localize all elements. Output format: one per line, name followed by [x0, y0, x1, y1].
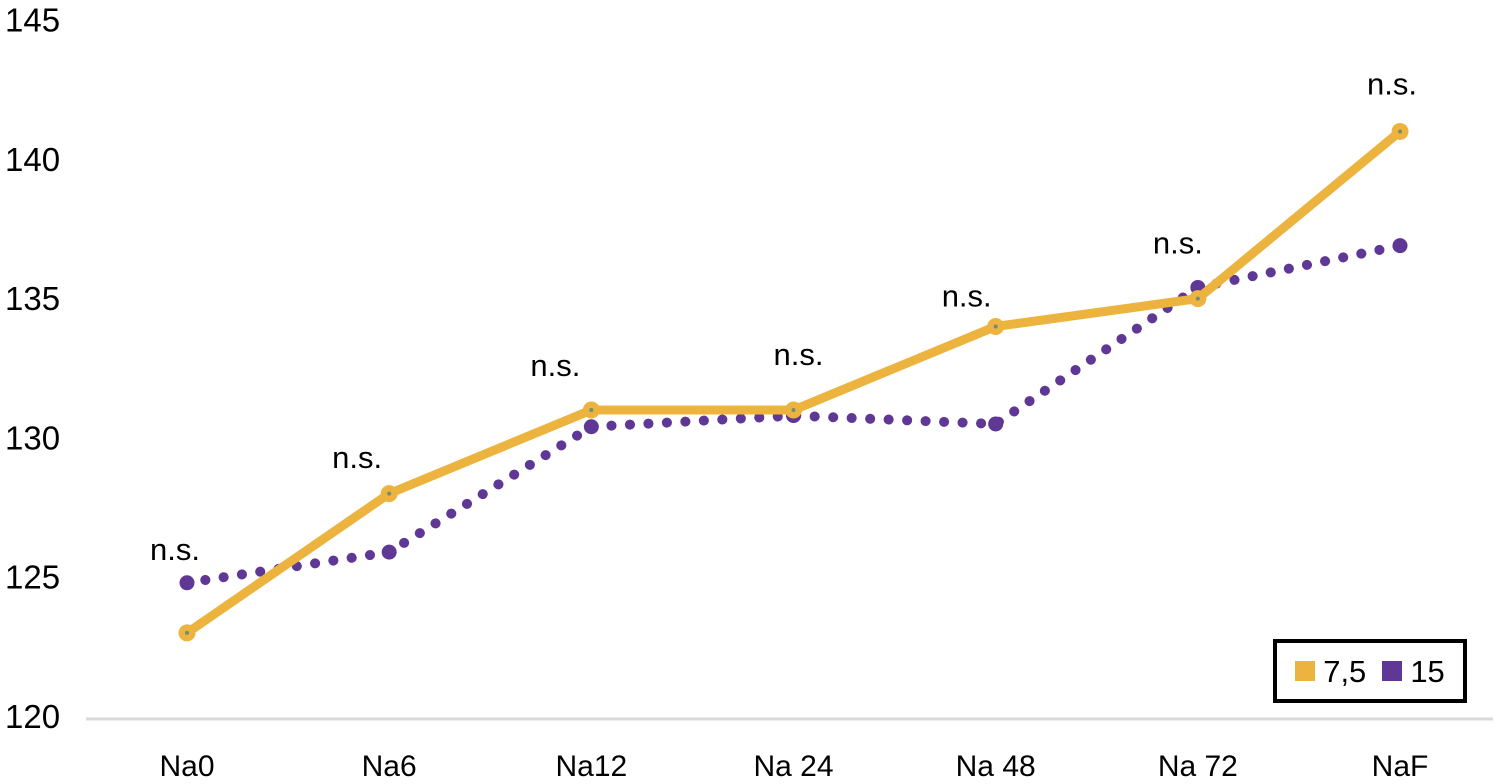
ns-annotation: n.s.	[150, 532, 200, 567]
x-tick-label: Na6	[362, 750, 417, 783]
x-tick-label: Na0	[159, 750, 214, 783]
x-tick-label: Na 72	[1158, 750, 1238, 783]
series-marker-center-dot	[791, 408, 796, 413]
legend-item-7-5[interactable]: 7,5	[1295, 656, 1366, 687]
legend-item-15[interactable]: 15	[1382, 653, 1445, 689]
x-tick-label: Na 24	[753, 750, 833, 783]
ns-annotation: n.s.	[1153, 225, 1203, 260]
y-tick-label: 120	[5, 698, 60, 735]
series-marker-center-dot	[1398, 129, 1403, 134]
legend-label-15: 15	[1410, 653, 1445, 689]
series-marker-center-dot	[993, 324, 998, 329]
x-tick-label: Na 48	[956, 750, 1036, 783]
series-marker-center-dot	[1195, 296, 1200, 301]
series-marker-15	[1392, 238, 1408, 254]
series-marker-15	[988, 416, 1004, 432]
legend-swatch-7-5-icon	[1295, 661, 1316, 681]
series-marker-15	[381, 544, 397, 560]
series-marker-15	[583, 419, 599, 435]
ns-annotation: n.s.	[332, 440, 382, 475]
legend-swatch-15-icon	[1382, 661, 1403, 681]
ns-annotation: n.s.	[942, 278, 992, 313]
y-tick-label: 130	[5, 419, 60, 456]
y-tick-label: 140	[5, 141, 60, 178]
x-tick-label: Na12	[555, 750, 627, 783]
x-tick-label: NaF	[1372, 750, 1429, 783]
legend[interactable]: 7,5 15	[1273, 639, 1467, 703]
series-marker-center-dot	[589, 408, 594, 413]
series-marker-15	[179, 575, 195, 591]
ns-annotation: n.s.	[1367, 67, 1417, 102]
ns-annotation: n.s.	[774, 337, 824, 372]
legend-label-7-5: 7,5	[1323, 653, 1367, 689]
series-marker-center-dot	[185, 630, 189, 635]
y-tick-label: 145	[5, 2, 60, 39]
y-tick-label: 125	[5, 559, 60, 596]
ns-annotation: n.s.	[530, 348, 580, 383]
series-marker-center-dot	[387, 491, 392, 496]
y-tick-label: 135	[5, 280, 60, 317]
